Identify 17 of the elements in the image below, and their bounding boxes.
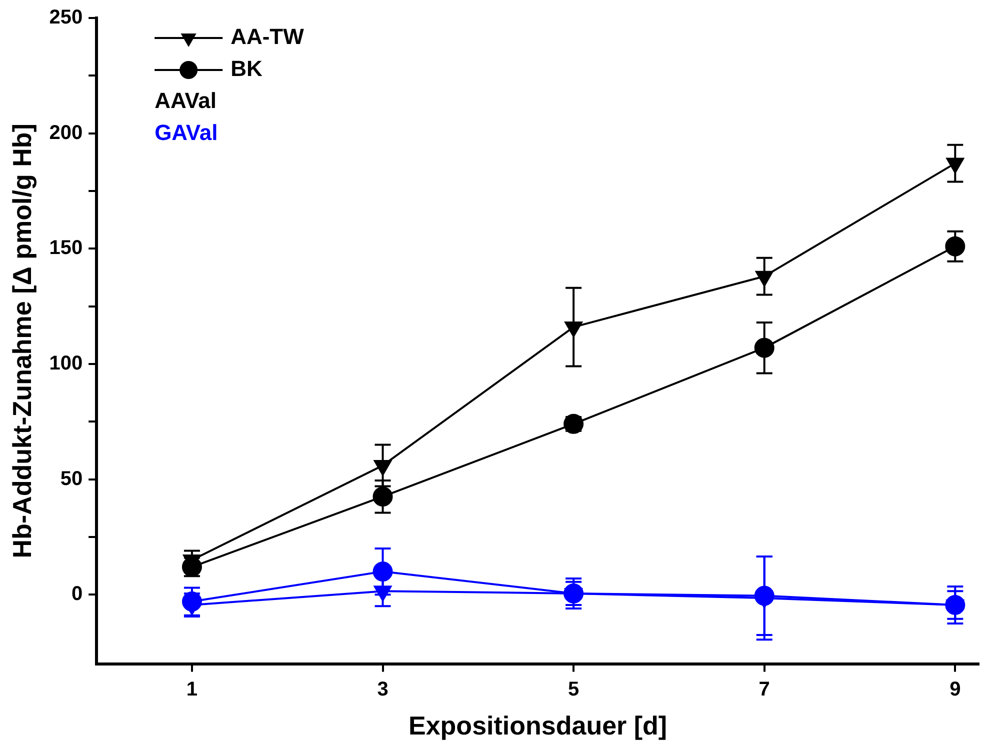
x-tick-label: 3 (377, 678, 388, 700)
y-axis-title: Hb-Addukt-Zunahme [Δ pmol/g Hb] (6, 124, 37, 558)
y-tick-label: 200 (49, 122, 83, 144)
x-tick-label: 1 (186, 678, 198, 700)
x-axis-title: Expositionsdauer [d] (408, 710, 668, 741)
legend-label: BK (230, 56, 262, 82)
y-tick-label: 150 (49, 237, 83, 260)
x-tick-label: 9 (950, 678, 961, 700)
y-tick-label: 100 (49, 352, 83, 374)
legend-label: AA-TW (230, 24, 304, 50)
y-tick-label: 0 (71, 583, 83, 606)
y-tick-label: 250 (49, 6, 83, 29)
annotation: AAVal (154, 88, 217, 114)
annotation: GAVal (154, 120, 218, 146)
x-tick-label: 5 (568, 678, 580, 700)
y-tick-label: 50 (60, 468, 83, 490)
x-tick-label: 7 (758, 678, 770, 700)
